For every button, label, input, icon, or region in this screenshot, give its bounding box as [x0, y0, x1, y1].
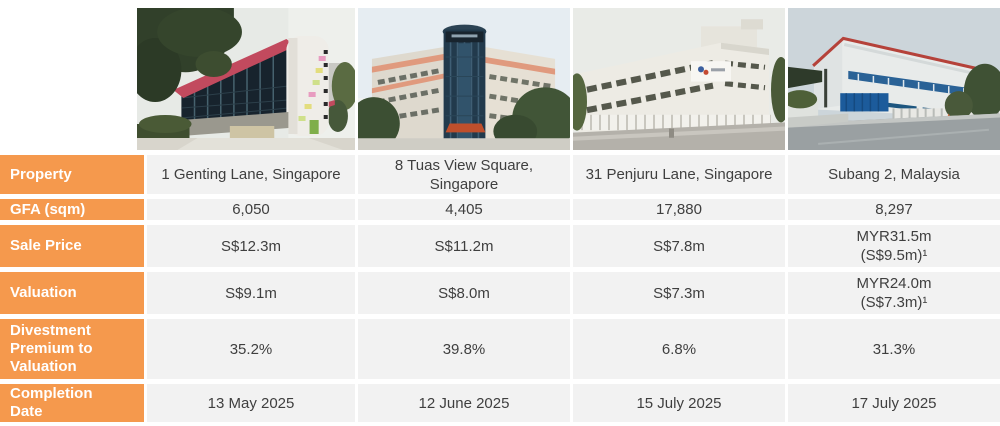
- property-photo-subang-2: [788, 8, 1000, 150]
- row-label-premium: Divestment Premium to Valuation: [0, 319, 144, 379]
- row-label-valuation: Valuation: [0, 272, 144, 314]
- completion-penjuru: 15 July 2025: [573, 384, 785, 422]
- row-label-completion: Completion Date: [0, 384, 144, 422]
- property-photo-1-genting-lane: [137, 8, 355, 150]
- sale-price-genting: S$12.3m: [147, 225, 355, 267]
- gfa-tuas: 4,405: [358, 199, 570, 220]
- property-photo-8-tuas-view-square: [358, 8, 570, 150]
- building-photo-illustration: [137, 8, 355, 150]
- row-label-property: Property: [0, 155, 144, 194]
- sale-price-tuas: S$11.2m: [358, 225, 570, 267]
- premium-genting: 35.2%: [147, 319, 355, 379]
- sale-price-subang: MYR31.5m (S$9.5m)¹: [788, 225, 1000, 267]
- building-photo-illustration: [788, 8, 1000, 150]
- property-photo-31-penjuru-lane: [573, 8, 785, 150]
- completion-subang: 17 July 2025: [788, 384, 1000, 422]
- gfa-subang: 8,297: [788, 199, 1000, 220]
- valuation-subang: MYR24.0m (S$7.3m)¹: [788, 272, 1000, 314]
- gfa-penjuru: 17,880: [573, 199, 785, 220]
- sale-price-penjuru: S$7.8m: [573, 225, 785, 267]
- property-name-genting: 1 Genting Lane, Singapore: [147, 155, 355, 194]
- gfa-genting: 6,050: [147, 199, 355, 220]
- valuation-tuas: S$8.0m: [358, 272, 570, 314]
- valuation-genting: S$9.1m: [147, 272, 355, 314]
- building-photo-illustration: [358, 8, 570, 150]
- premium-penjuru: 6.8%: [573, 319, 785, 379]
- building-photo-illustration: [573, 8, 785, 150]
- premium-tuas: 39.8%: [358, 319, 570, 379]
- property-name-subang: Subang 2, Malaysia: [788, 155, 1000, 194]
- row-label-sale-price: Sale Price: [0, 225, 144, 267]
- property-name-tuas: 8 Tuas View Square, Singapore: [358, 155, 570, 194]
- valuation-penjuru: S$7.3m: [573, 272, 785, 314]
- completion-genting: 13 May 2025: [147, 384, 355, 422]
- premium-subang: 31.3%: [788, 319, 1000, 379]
- property-name-penjuru: 31 Penjuru Lane, Singapore: [573, 155, 785, 194]
- row-label-gfa: GFA (sqm): [0, 199, 144, 220]
- completion-tuas: 12 June 2025: [358, 384, 570, 422]
